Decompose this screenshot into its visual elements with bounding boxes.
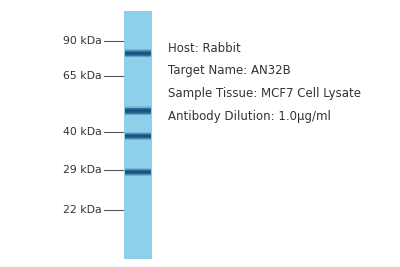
Bar xyxy=(125,171,151,172)
Bar xyxy=(125,137,151,138)
Bar xyxy=(125,172,151,173)
Bar xyxy=(125,169,151,170)
Bar xyxy=(125,107,151,108)
Bar xyxy=(125,132,151,133)
Bar xyxy=(125,138,151,139)
Bar xyxy=(125,112,151,113)
Bar xyxy=(125,137,151,138)
Bar xyxy=(125,113,151,114)
Text: 22 kDa: 22 kDa xyxy=(63,205,102,215)
Bar xyxy=(125,52,151,53)
Text: 40 kDa: 40 kDa xyxy=(63,127,102,137)
Bar xyxy=(125,132,151,133)
Bar xyxy=(125,110,151,111)
Bar xyxy=(125,108,151,109)
Text: Target Name: AN32B: Target Name: AN32B xyxy=(168,64,291,77)
Text: Host: Rabbit: Host: Rabbit xyxy=(168,42,241,54)
Bar xyxy=(125,49,151,50)
Bar xyxy=(125,107,151,108)
Bar xyxy=(125,168,151,169)
Bar xyxy=(125,170,151,171)
Bar xyxy=(125,134,151,135)
Bar xyxy=(125,133,151,134)
Bar xyxy=(125,111,151,112)
Text: Antibody Dilution: 1.0μg/ml: Antibody Dilution: 1.0μg/ml xyxy=(168,110,331,123)
Bar xyxy=(125,171,151,172)
Bar xyxy=(125,112,151,113)
Bar xyxy=(125,173,151,174)
Bar xyxy=(125,113,151,114)
Bar xyxy=(125,111,151,112)
Text: Sample Tissue: MCF7 Cell Lysate: Sample Tissue: MCF7 Cell Lysate xyxy=(168,87,361,100)
Bar xyxy=(125,51,151,52)
Bar xyxy=(125,174,151,175)
Bar xyxy=(125,110,151,111)
Text: 90 kDa: 90 kDa xyxy=(63,36,102,46)
Text: 29 kDa: 29 kDa xyxy=(63,164,102,175)
Bar xyxy=(125,106,151,107)
Bar xyxy=(125,173,151,174)
Bar xyxy=(125,52,151,53)
Bar xyxy=(125,175,151,176)
Bar xyxy=(125,49,151,50)
Bar xyxy=(125,114,151,115)
Bar xyxy=(125,53,151,54)
Bar xyxy=(125,169,151,170)
Bar xyxy=(125,168,151,169)
Bar xyxy=(125,139,151,140)
Bar xyxy=(125,136,151,137)
Bar xyxy=(125,51,151,52)
Bar xyxy=(125,50,151,51)
Bar xyxy=(125,106,151,107)
Bar xyxy=(124,11,152,259)
Bar xyxy=(125,50,151,51)
Text: 65 kDa: 65 kDa xyxy=(63,71,102,81)
Bar xyxy=(125,54,151,55)
Bar xyxy=(125,138,151,139)
Bar xyxy=(125,114,151,115)
Bar xyxy=(125,139,151,140)
Bar xyxy=(125,108,151,109)
Bar xyxy=(125,53,151,54)
Bar xyxy=(125,175,151,176)
Bar xyxy=(125,56,151,57)
Bar xyxy=(125,136,151,137)
Bar xyxy=(125,170,151,171)
Bar xyxy=(125,55,151,56)
Bar xyxy=(125,133,151,134)
Bar xyxy=(125,54,151,55)
Bar xyxy=(125,135,151,136)
Bar xyxy=(125,172,151,173)
Bar xyxy=(125,135,151,136)
Bar xyxy=(125,55,151,56)
Bar xyxy=(125,56,151,57)
Bar xyxy=(125,174,151,175)
Bar xyxy=(125,109,151,110)
Bar xyxy=(125,134,151,135)
